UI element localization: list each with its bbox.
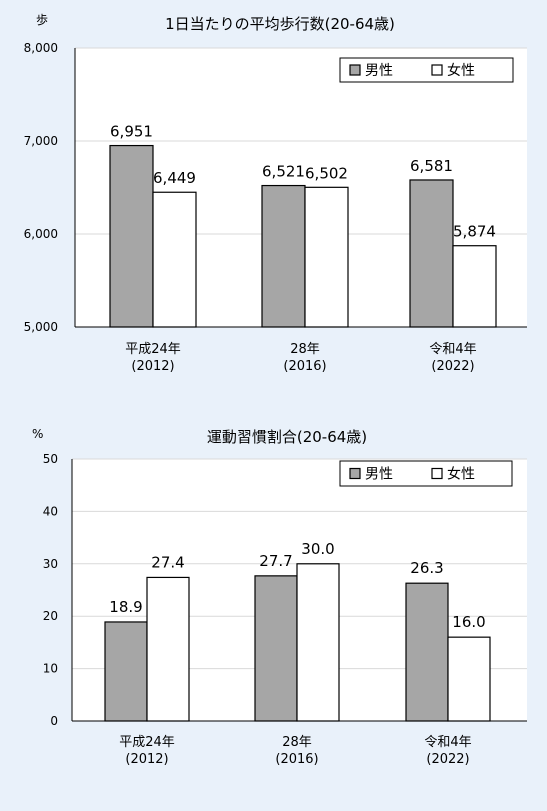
chart1-value-label: 6,951 [110, 123, 153, 141]
chart1-legend-swatch-male [349, 64, 361, 76]
chart2-bar-female [146, 576, 190, 722]
chart2-category-label: 平成24年 [119, 735, 175, 750]
chart2-category-label: 28年 [282, 735, 312, 750]
chart1-bar-male [261, 184, 306, 328]
chart2-y-tick-label: 40 [43, 504, 58, 518]
chart2-value-label: 27.4 [151, 553, 184, 571]
chart2-y-tick-label: 0 [50, 714, 58, 728]
chart2-bar-male [254, 575, 298, 722]
chart2-value-label: 26.3 [410, 559, 443, 577]
chart2-legend [339, 460, 513, 487]
chart2-bar-male [405, 582, 449, 722]
chart2-y-tick-label: 50 [43, 452, 58, 466]
chart1-value-label: 6,521 [262, 163, 305, 181]
chart2-category-label: 令和4年 [424, 735, 471, 750]
chart2-value-label: 18.9 [109, 598, 142, 616]
chart1-bar-male [409, 179, 454, 328]
chart1-bar-female [452, 245, 497, 328]
chart1-category-year: (2022) [431, 359, 474, 374]
chart1-y-tick-label: 5,000 [24, 320, 58, 334]
chart2-bar-male [104, 621, 148, 722]
chart1-value-label: 6,502 [305, 164, 348, 182]
chart1-bar-male [109, 144, 154, 328]
chart2-legend-label-male: 男性 [365, 467, 393, 483]
chart2-legend-swatch-male [349, 467, 361, 480]
chart2-y-tick-label: 10 [43, 662, 58, 676]
chart1-legend-swatch-female [431, 64, 443, 76]
chart1-legend-label-male: 男性 [365, 63, 393, 79]
chart1-category-year: (2016) [283, 359, 326, 374]
chart1-legend-label-female: 女性 [447, 62, 475, 79]
chart2-category-year: (2016) [275, 752, 318, 767]
chart2-y-tick-label: 30 [43, 557, 58, 571]
chart2-bar-female [296, 563, 340, 722]
chart2-unit-label: % [32, 427, 43, 441]
chart1-bar-female [152, 191, 197, 328]
chart1-title: 1日当たりの平均歩行数(20-64歳) [165, 15, 395, 33]
chart1-category-year: (2012) [131, 359, 174, 374]
chart1-legend [339, 57, 514, 83]
chart1-category-label: 平成24年 [125, 342, 181, 357]
chart2-y-tick-label: 20 [43, 609, 58, 623]
chart1-y-tick-label: 7,000 [24, 134, 58, 148]
chart2-category-year: (2012) [125, 752, 168, 767]
chart2-legend-swatch-female [431, 467, 443, 480]
chart1-value-label: 6,581 [410, 157, 453, 175]
chart2-legend-label-female: 女性 [447, 466, 475, 483]
chart1-value-label: 6,449 [153, 169, 196, 187]
chart1-category-label: 令和4年 [429, 342, 476, 357]
chart1-y-tick-label: 8,000 [24, 41, 58, 55]
chart1-category-label: 28年 [290, 342, 320, 357]
chart2-value-label: 30.0 [301, 540, 334, 558]
chart2-bar-female [447, 636, 491, 722]
chart1-bar-female [304, 186, 349, 328]
chart1-value-label: 5,874 [453, 223, 496, 241]
chart2-category-year: (2022) [426, 752, 469, 767]
chart2-value-label: 27.7 [259, 552, 292, 570]
chart1-y-tick-label: 6,000 [24, 227, 58, 241]
chart2-title: 運動習慣割合(20-64歳) [207, 428, 367, 446]
chart2-value-label: 16.0 [452, 613, 485, 631]
chart1-unit-label: 歩 [36, 12, 48, 27]
